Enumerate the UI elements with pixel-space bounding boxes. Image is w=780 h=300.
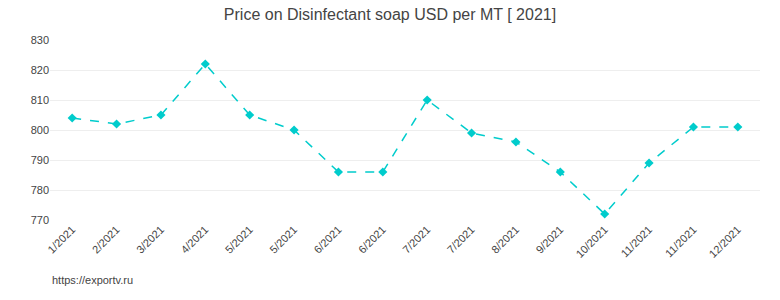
svg-text:7/2021: 7/2021 bbox=[445, 223, 477, 255]
svg-text:1/2021: 1/2021 bbox=[45, 223, 77, 255]
svg-text:https://exportv.ru: https://exportv.ru bbox=[52, 274, 133, 286]
svg-text:810: 810 bbox=[31, 94, 49, 106]
svg-text:10/2021: 10/2021 bbox=[573, 223, 610, 260]
svg-text:830: 830 bbox=[31, 34, 49, 46]
svg-text:Price on Disinfectant soap USD: Price on Disinfectant soap USD per MT [ … bbox=[224, 6, 556, 23]
svg-text:11/2021: 11/2021 bbox=[663, 223, 699, 259]
svg-text:2/2021: 2/2021 bbox=[90, 223, 122, 255]
svg-text:8/2021: 8/2021 bbox=[489, 223, 521, 255]
svg-text:6/2021: 6/2021 bbox=[356, 223, 388, 255]
svg-text:12/2021: 12/2021 bbox=[707, 223, 744, 260]
svg-text:770: 770 bbox=[31, 214, 49, 226]
svg-text:11/2021: 11/2021 bbox=[618, 223, 654, 259]
svg-text:6/2021: 6/2021 bbox=[311, 223, 343, 255]
svg-text:5/2021: 5/2021 bbox=[267, 223, 299, 255]
svg-text:7/2021: 7/2021 bbox=[400, 223, 432, 255]
svg-text:3/2021: 3/2021 bbox=[134, 223, 166, 255]
svg-text:9/2021: 9/2021 bbox=[533, 223, 565, 255]
svg-text:790: 790 bbox=[31, 154, 49, 166]
svg-text:780: 780 bbox=[31, 184, 49, 196]
svg-text:4/2021: 4/2021 bbox=[178, 223, 210, 255]
svg-text:5/2021: 5/2021 bbox=[223, 223, 255, 255]
svg-text:820: 820 bbox=[31, 64, 49, 76]
svg-text:800: 800 bbox=[31, 124, 49, 136]
